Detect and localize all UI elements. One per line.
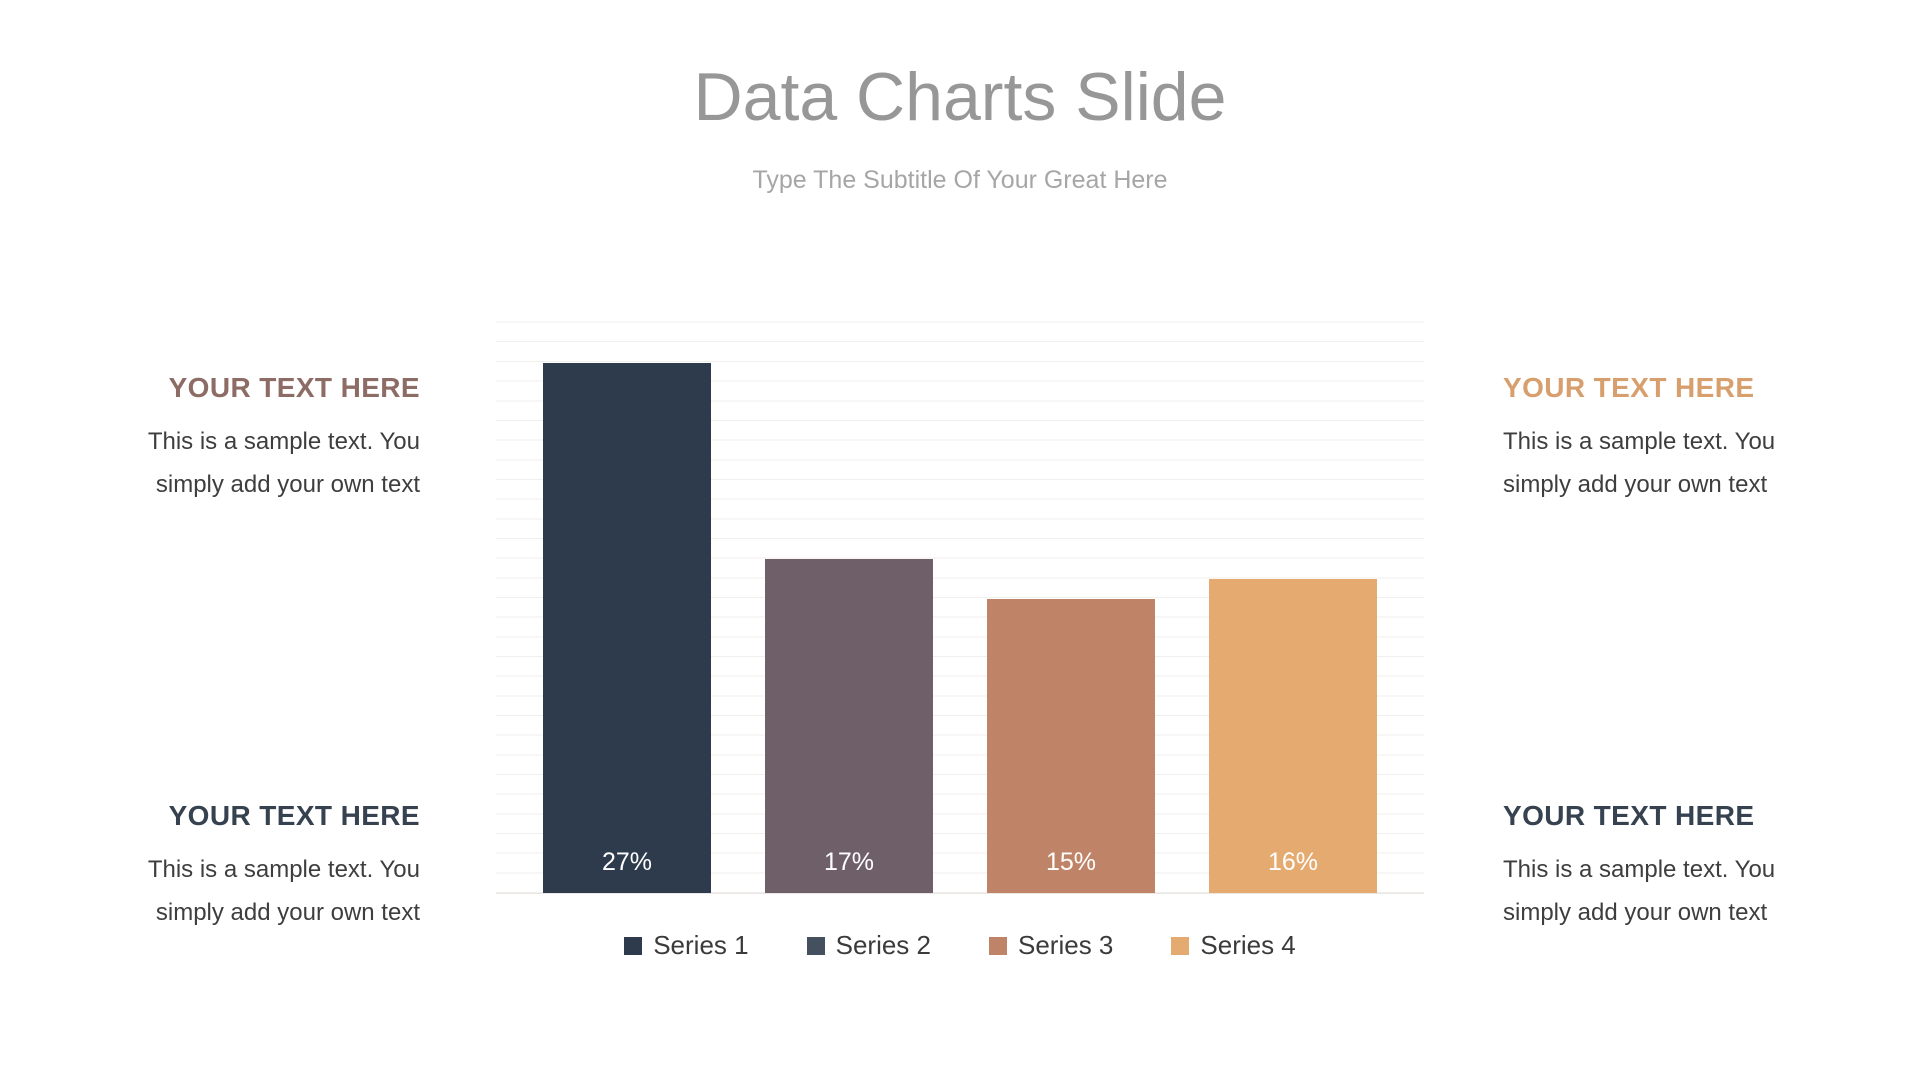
bar-value-label: 17% xyxy=(823,848,875,876)
legend-label: Series 2 xyxy=(835,930,931,960)
text-block-heading: YOUR TEXT HERE xyxy=(168,372,420,403)
legend-item-series-1: Series 1 xyxy=(624,930,749,961)
text-block-heading: YOUR TEXT HERE xyxy=(1503,372,1755,403)
bar-chart-plot-area: 27% 17% 15% 16% xyxy=(496,304,1424,893)
legend-label: Series 3 xyxy=(1018,930,1114,960)
bar-series-2: 17% xyxy=(765,559,933,893)
legend-label: Series 1 xyxy=(653,930,749,960)
text-block-body: This is a sample text. You simply add yo… xyxy=(1503,856,1776,926)
bar-value-label: 27% xyxy=(601,848,653,876)
legend-item-series-4: Series 4 xyxy=(1171,930,1296,961)
bar-series-1: 27% xyxy=(543,362,711,893)
text-block-heading: YOUR TEXT HERE xyxy=(168,800,420,831)
bar-series-3: 15% xyxy=(987,598,1155,893)
text-block-top-right: YOUR TEXT HERE This is a sample text. Yo… xyxy=(1503,372,1848,506)
bar-value-label: 16% xyxy=(1267,848,1319,876)
bar-value-label: 15% xyxy=(1045,848,1097,876)
text-block-body: This is a sample text. You simply add yo… xyxy=(147,428,420,498)
text-block-bottom-left: YOUR TEXT HERE This is a sample text. Yo… xyxy=(75,800,420,934)
legend-label: Series 4 xyxy=(1200,930,1296,960)
text-block-heading: YOUR TEXT HERE xyxy=(1503,800,1755,831)
legend-swatch-icon xyxy=(806,936,825,955)
chart-legend: Series 1 Series 2 Series 3 Series 4 xyxy=(496,930,1424,961)
text-block-body: This is a sample text. You simply add yo… xyxy=(1503,428,1776,498)
text-block-top-left: YOUR TEXT HERE This is a sample text. Yo… xyxy=(75,372,420,506)
bar-chart: 27% 17% 15% 16% xyxy=(496,304,1424,894)
slide-title: Data Charts Slide xyxy=(693,59,1227,135)
slide-subtitle: Type The Subtitle Of Your Great Here xyxy=(752,166,1168,194)
legend-item-series-2: Series 2 xyxy=(806,930,931,961)
bar-series-4: 16% xyxy=(1209,578,1377,893)
text-block-body: This is a sample text. You simply add yo… xyxy=(147,856,420,926)
legend-swatch-icon xyxy=(989,936,1007,955)
legend-item-series-3: Series 3 xyxy=(989,930,1113,961)
legend-swatch-icon xyxy=(624,936,643,955)
text-block-bottom-right: YOUR TEXT HERE This is a sample text. Yo… xyxy=(1503,800,1848,934)
legend-swatch-icon xyxy=(1171,936,1190,955)
